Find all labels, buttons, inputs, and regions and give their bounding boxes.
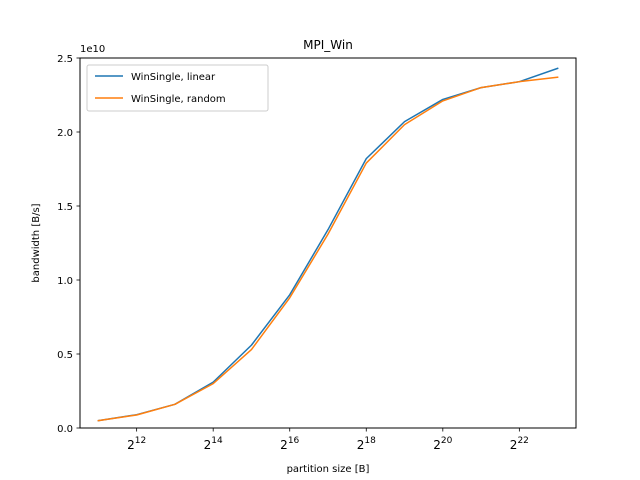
x-tick-label: 220: [433, 436, 452, 452]
x-axis-label: partition size [B]: [287, 464, 370, 475]
y-tick-label: 2.5: [57, 54, 73, 65]
legend-label-2: WinSingle, random: [131, 94, 226, 105]
series-line-1: [97, 67, 559, 422]
series-layer: [97, 67, 559, 422]
x-tick-label: 216: [280, 436, 299, 452]
x-tick-label: 222: [510, 436, 529, 452]
legend-box: [86, 64, 269, 112]
legend: WinSingle, linear WinSingle, random: [86, 64, 269, 112]
series-line-2: [97, 76, 559, 422]
x-tick-label: 212: [127, 436, 146, 452]
x-tick-label: 218: [357, 436, 376, 452]
y-axis-label: bandwidth [B/s]: [31, 203, 42, 282]
x-tick-label: 214: [204, 436, 223, 452]
chart-title: MPI_Win: [303, 38, 353, 52]
y-scale-label: 1e10: [80, 44, 105, 55]
y-tick-label: 0.5: [57, 350, 73, 361]
plot-frame: [79, 57, 577, 429]
x-axis: 212 214 216 218 220 222: [127, 428, 529, 452]
y-tick-label: 0.0: [57, 424, 73, 435]
y-axis: 0.0 0.5 1.0 1.5 2.0 2.5: [57, 54, 80, 435]
legend-label-1: WinSingle, linear: [131, 72, 216, 83]
y-tick-label: 1.0: [57, 276, 73, 287]
y-tick-label: 2.0: [57, 128, 73, 139]
y-tick-label: 1.5: [57, 202, 73, 213]
